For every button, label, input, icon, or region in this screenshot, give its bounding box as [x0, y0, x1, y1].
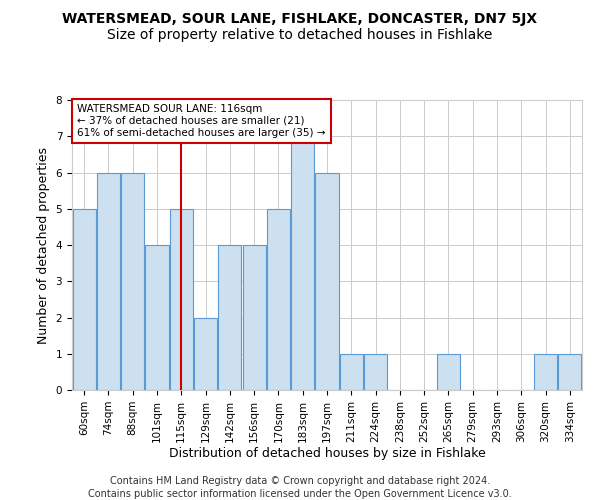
Bar: [364, 354, 387, 390]
Text: Contains public sector information licensed under the Open Government Licence v3: Contains public sector information licen…: [88, 489, 512, 499]
Bar: [437, 354, 460, 390]
Bar: [170, 209, 193, 390]
Text: WATERSMEAD SOUR LANE: 116sqm
← 37% of detached houses are smaller (21)
61% of se: WATERSMEAD SOUR LANE: 116sqm ← 37% of de…: [77, 104, 326, 138]
Y-axis label: Number of detached properties: Number of detached properties: [37, 146, 50, 344]
Bar: [145, 245, 169, 390]
Text: Contains HM Land Registry data © Crown copyright and database right 2024.: Contains HM Land Registry data © Crown c…: [110, 476, 490, 486]
Bar: [121, 172, 144, 390]
Bar: [340, 354, 363, 390]
Bar: [97, 172, 120, 390]
Bar: [316, 172, 338, 390]
Bar: [291, 136, 314, 390]
Bar: [267, 209, 290, 390]
Bar: [559, 354, 581, 390]
Text: Size of property relative to detached houses in Fishlake: Size of property relative to detached ho…: [107, 28, 493, 42]
Bar: [534, 354, 557, 390]
X-axis label: Distribution of detached houses by size in Fishlake: Distribution of detached houses by size …: [169, 448, 485, 460]
Bar: [73, 209, 95, 390]
Bar: [194, 318, 217, 390]
Bar: [218, 245, 241, 390]
Text: WATERSMEAD, SOUR LANE, FISHLAKE, DONCASTER, DN7 5JX: WATERSMEAD, SOUR LANE, FISHLAKE, DONCAST…: [62, 12, 538, 26]
Bar: [242, 245, 266, 390]
